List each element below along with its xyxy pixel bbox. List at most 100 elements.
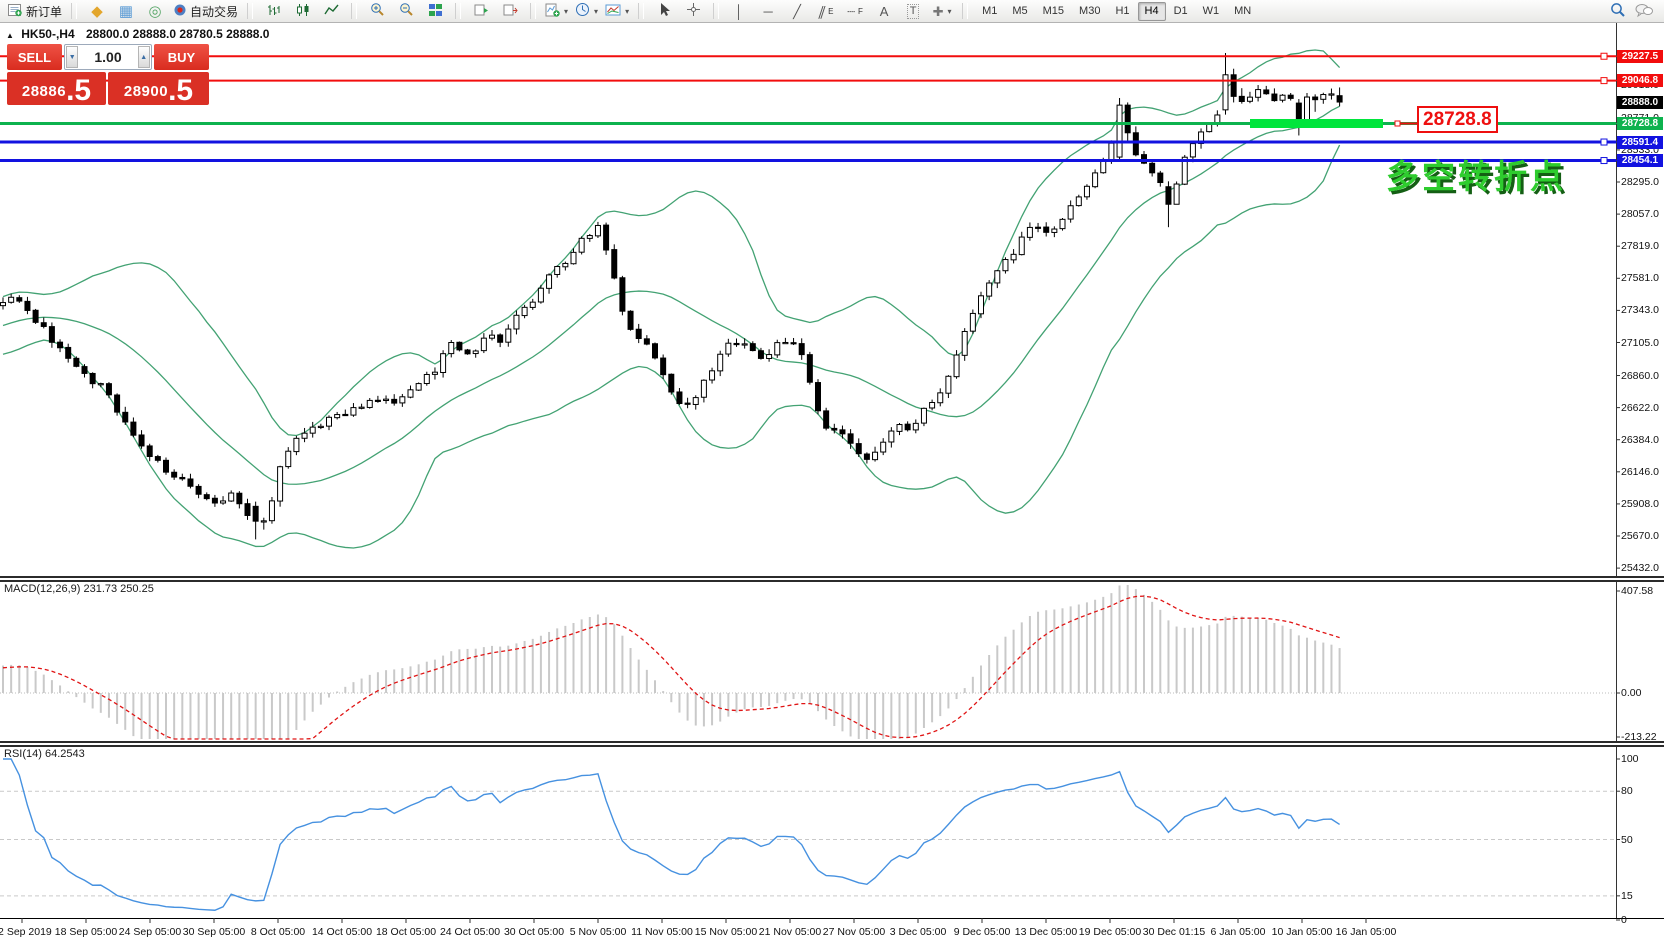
candle (1010, 253, 1017, 261)
chart-windows-button[interactable]: ▦ (113, 2, 139, 21)
candle (171, 471, 178, 478)
search-icon[interactable] (1610, 2, 1626, 21)
toolbar-separator (71, 3, 78, 19)
cursor-tool-button[interactable] (651, 2, 677, 21)
candle (1100, 160, 1107, 174)
candlestick-mode-button[interactable] (289, 2, 315, 21)
time-axis-label: 24 Oct 05:00 (439, 926, 501, 938)
price-tick-label: 25432.0 (1621, 562, 1659, 575)
candle (497, 334, 504, 343)
auto-scroll-button[interactable] (497, 2, 523, 21)
toolbar-separator (247, 3, 254, 19)
signal-button[interactable]: ◎ (142, 2, 168, 21)
candle (334, 414, 341, 419)
candle (8, 296, 15, 303)
collapse-arrow-icon[interactable]: ▲ (6, 31, 14, 40)
candle (154, 456, 161, 461)
timeframe-m15-button[interactable]: M15 (1042, 5, 1065, 17)
candle (146, 445, 153, 458)
volume-input[interactable] (79, 45, 137, 69)
tile-windows-button[interactable] (422, 2, 448, 21)
candle (1149, 162, 1156, 174)
buy-button[interactable]: BUY (154, 44, 209, 70)
candle (350, 407, 357, 416)
timeframe-h4-button[interactable]: H4 (1137, 1, 1166, 21)
macd-indicator-label: MACD(12,26,9) 231.73 250.25 (4, 583, 154, 595)
time-axis-label: 9 Dec 05:00 (953, 926, 1011, 938)
candle (89, 372, 96, 385)
line-chart-mode-button[interactable] (318, 2, 344, 21)
candle (326, 416, 332, 427)
pivot-annotation-text[interactable]: 多空转折点 (1386, 158, 1566, 195)
candle (1295, 102, 1302, 121)
candle (1336, 95, 1343, 103)
candle (627, 310, 634, 330)
candle (872, 451, 879, 461)
candle (1075, 196, 1082, 207)
chart-shift-icon (474, 3, 489, 20)
candle (65, 346, 72, 359)
fibonacci-tool-button[interactable]: ┈ F (842, 2, 868, 21)
rsi-panel-resize-handle[interactable] (0, 741, 1664, 747)
candle (717, 353, 724, 372)
text-tool-button[interactable]: A (871, 2, 897, 21)
highlight-zone[interactable] (1250, 118, 1383, 128)
candle (268, 500, 275, 522)
candle (73, 357, 80, 367)
period-menu-button[interactable]: ▾ (573, 2, 600, 21)
chat-icon[interactable] (1634, 2, 1654, 21)
macd-panel-resize-handle[interactable] (0, 576, 1664, 582)
add-indicator-button[interactable]: ▾ (543, 2, 570, 21)
candle (448, 342, 455, 355)
candle (684, 402, 691, 405)
timeframe-m5-button[interactable]: M5 (1012, 5, 1028, 17)
timeframe-mn-button[interactable]: MN (1234, 5, 1252, 17)
sell-price[interactable]: 28886.5 (7, 72, 106, 106)
new-order-button[interactable]: 新订单 (6, 2, 64, 21)
sell-button[interactable]: SELL (7, 44, 62, 70)
trendline-tool-button[interactable]: ╱ (784, 2, 810, 21)
candle (203, 494, 210, 500)
candle (1092, 172, 1099, 188)
timeframe-m1-button[interactable]: M1 (982, 5, 998, 17)
candle (440, 353, 447, 373)
macd-axis-label: -213.22 (1621, 731, 1657, 743)
rsi-axis-label: 80 (1621, 785, 1633, 798)
level-price-label: 28454.1 (1617, 154, 1663, 167)
timeframe-d1-button[interactable]: D1 (1173, 5, 1188, 17)
channel-tool-button[interactable]: ∥ E (813, 2, 839, 21)
market-watch-button[interactable]: ◆ (84, 2, 110, 21)
rsi-axis-label: 50 (1621, 833, 1633, 846)
price-tick-label: 25908.0 (1621, 497, 1659, 510)
chart-shift-button[interactable] (468, 2, 494, 21)
candle (1173, 183, 1180, 205)
volume-increase-button[interactable]: ▲ (137, 46, 150, 68)
time-axis-label: 24 Sep 05:00 (118, 926, 182, 938)
crosshair-tool-button[interactable] (680, 2, 706, 21)
arrows-tool-button[interactable]: ✚ ▾ (929, 2, 955, 21)
vertical-line-tool-button[interactable]: │ (726, 2, 752, 21)
zoom-out-button[interactable] (393, 2, 419, 21)
time-axis-label: 14 Oct 05:00 (311, 926, 373, 938)
add-indicator-icon (545, 3, 560, 20)
buy-price[interactable]: 28900.5 (108, 72, 209, 106)
timeframe-m30-button[interactable]: M30 (1079, 5, 1101, 17)
volume-decrease-button[interactable]: ▼ (66, 46, 79, 68)
bar-chart-mode-button[interactable] (260, 2, 286, 21)
candle (766, 354, 773, 359)
timeframe-h1-button[interactable]: H1 (1115, 5, 1130, 17)
candle (570, 251, 577, 265)
timeframe-w1-button[interactable]: W1 (1202, 5, 1220, 17)
toolbar-separator (530, 3, 537, 19)
auto-trading-button[interactable]: 自动交易 (171, 2, 240, 21)
zoom-in-button[interactable] (364, 2, 390, 21)
horizontal-line-tool-button[interactable]: ─ (755, 2, 781, 21)
candle (187, 478, 194, 487)
candle (423, 373, 430, 385)
template-menu-button[interactable]: ▾ (603, 2, 631, 21)
candle (611, 249, 618, 279)
text-label-tool-button[interactable]: T (900, 2, 926, 21)
pivot-price-label[interactable]: 28728.8 (1417, 106, 1498, 133)
